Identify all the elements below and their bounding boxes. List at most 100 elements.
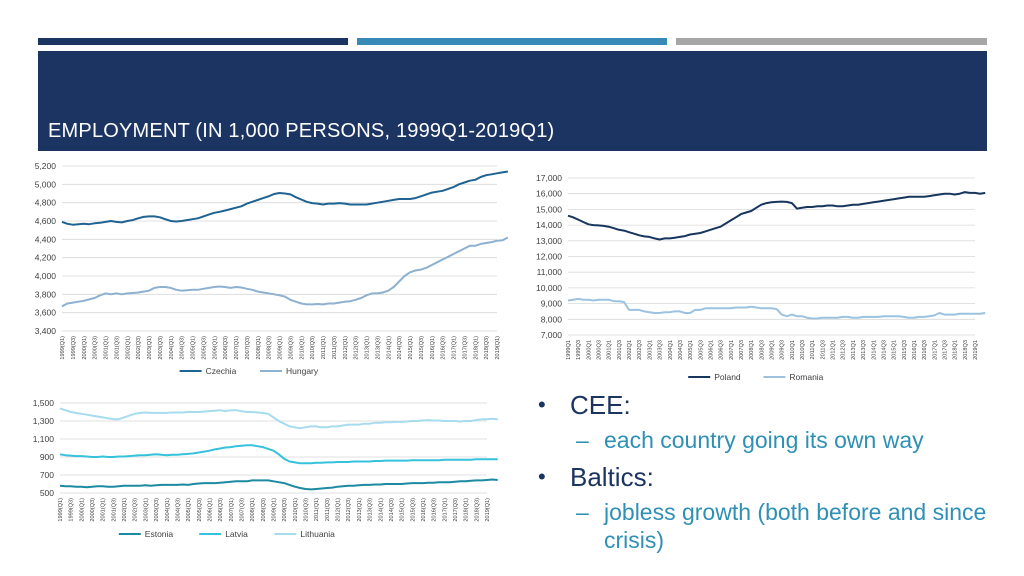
- x-tick-label: 2017(Q3): [453, 498, 459, 522]
- y-tick-label: 1,300: [33, 416, 55, 426]
- x-tick-label: 2008(Q1): [250, 498, 256, 522]
- x-tick-label: 2006(Q1): [212, 336, 218, 360]
- y-tick-label: 1,500: [33, 398, 55, 408]
- sub-bullet-baltics: jobless growth (both before and since cr…: [538, 498, 1008, 554]
- x-tick-label: 1999(Q1): [60, 336, 66, 360]
- x-tick-label: 2005Q3: [698, 340, 704, 360]
- x-tick-label: 2003(Q1): [147, 336, 153, 360]
- x-tick-label: 2014(Q3): [397, 336, 403, 360]
- x-tick-label: 2017Q3: [942, 340, 948, 360]
- x-tick-label: 2016Q1: [912, 340, 918, 360]
- x-tick-label: 2014(Q3): [389, 498, 395, 522]
- x-tick-label: 2014Q3: [881, 340, 887, 360]
- x-tick-label: 2004(Q1): [169, 336, 175, 360]
- x-tick-label: 2007(Q3): [245, 336, 251, 360]
- x-tick-label: 2007Q3: [739, 340, 745, 360]
- legend-label: Poland: [714, 372, 741, 382]
- y-tick-label: 4,000: [35, 271, 57, 281]
- y-tick-label: 4,800: [35, 198, 57, 208]
- x-tick-label: 2016Q3: [922, 340, 928, 360]
- x-tick-label: 1999(Q3): [71, 336, 77, 360]
- x-tick-label: 2018Q3: [963, 340, 969, 360]
- x-tick-label: 2011(Q1): [314, 498, 320, 521]
- legend-label: Latvia: [225, 529, 248, 539]
- x-tick-label: 2009Q1: [770, 340, 776, 360]
- x-tick-label: 2013Q3: [861, 340, 867, 360]
- y-tick-label: 4,600: [35, 216, 57, 226]
- legend-item-estonia: Estonia: [118, 529, 173, 539]
- x-tick-label: 2000Q1: [586, 340, 592, 360]
- x-tick-label: 2002(Q3): [136, 336, 142, 360]
- x-tick-label: 2012Q1: [831, 340, 837, 360]
- y-tick-label: 11,000: [537, 267, 563, 277]
- x-tick-label: 2002(Q1): [122, 498, 128, 522]
- y-tick-label: 13,000: [536, 236, 562, 246]
- x-tick-label: 2014(Q1): [386, 336, 392, 360]
- x-tick-label: 2010Q3: [800, 340, 806, 360]
- x-tick-label: 2013(Q3): [368, 498, 374, 522]
- accent-bar-dark: [38, 38, 348, 45]
- series-line-romania: [567, 297, 986, 320]
- y-tick-label: 4,200: [35, 253, 57, 263]
- legend-label: Romania: [789, 372, 823, 382]
- x-tick-label: 2013(Q1): [365, 336, 371, 360]
- series-line-estonia: [59, 478, 498, 491]
- x-tick-label: 2015(Q1): [400, 498, 406, 522]
- x-tick-label: 2009(Q1): [278, 336, 284, 360]
- x-tick-label: 2001(Q1): [101, 498, 107, 522]
- x-tick-label: 2005(Q1): [186, 498, 192, 522]
- y-tick-label: 17,000: [536, 173, 562, 183]
- legend-label: Czechia: [206, 366, 237, 376]
- y-tick-label: 10,000: [536, 283, 562, 293]
- x-tick-label: 2008Q3: [759, 340, 765, 360]
- x-tick-label: 2015(Q1): [408, 336, 414, 360]
- x-tick-label: 2007(Q1): [234, 336, 240, 360]
- x-tick-label: 2001(Q1): [104, 336, 110, 360]
- x-tick-label: 2018(Q1): [473, 336, 479, 360]
- y-tick-label: 7,000: [541, 330, 563, 340]
- title-banner: EMPLOYMENT (IN 1,000 PERSONS, 1999Q1-201…: [38, 51, 987, 151]
- y-tick-label: 900: [40, 452, 54, 462]
- legend-item-lithuania: Lithuania: [274, 529, 335, 539]
- x-tick-label: 2012(Q3): [354, 336, 360, 360]
- x-tick-label: 2003(Q3): [154, 498, 160, 522]
- x-tick-label: 2007Q1: [729, 340, 735, 360]
- x-tick-label: 2012(Q3): [346, 498, 352, 522]
- x-tick-label: 2015Q1: [892, 340, 898, 360]
- y-tick-label: 3,400: [35, 326, 57, 336]
- legend-item-czechia: Czechia: [179, 366, 237, 376]
- series-line-lithuania: [59, 407, 498, 430]
- series-line-hungary: [61, 236, 509, 308]
- x-tick-label: 2001Q1: [607, 340, 613, 360]
- x-tick-label: 1999Q1: [566, 340, 572, 360]
- x-tick-label: 2004(Q3): [175, 498, 181, 522]
- x-tick-label: 2009(Q3): [282, 498, 288, 522]
- x-tick-label: 2011(Q1): [321, 336, 327, 359]
- y-tick-label: 12,000: [536, 252, 562, 262]
- x-tick-label: 2004Q1: [668, 340, 674, 360]
- x-tick-label: 2006(Q3): [223, 336, 229, 360]
- x-tick-label: 2002(Q1): [125, 336, 131, 360]
- legend-item-latvia: Latvia: [199, 529, 248, 539]
- x-tick-label: 2001(Q3): [111, 498, 117, 522]
- x-tick-label: 2005(Q1): [191, 336, 197, 360]
- x-tick-label: 2005(Q3): [197, 498, 203, 522]
- x-tick-label: 2003(Q3): [158, 336, 164, 360]
- x-tick-label: 2017(Q1): [442, 498, 448, 522]
- x-tick-label: 2011Q3: [820, 340, 826, 360]
- x-tick-label: 2011Q1: [810, 340, 816, 360]
- x-tick-label: 2001Q3: [617, 340, 623, 360]
- x-tick-label: 2017(Q3): [462, 336, 468, 360]
- x-tick-label: 2008Q1: [749, 340, 755, 360]
- y-tick-label: 5,200: [35, 161, 57, 171]
- x-tick-label: 2016(Q3): [441, 336, 447, 360]
- x-tick-label: 2000(Q1): [82, 336, 88, 360]
- x-tick-label: 2013(Q3): [375, 336, 381, 360]
- y-tick-label: 9,000: [541, 299, 563, 309]
- x-tick-label: 2018(Q3): [474, 498, 480, 522]
- x-tick-label: 2007(Q1): [229, 498, 235, 522]
- series-line-czechia: [61, 170, 509, 226]
- x-tick-label: 2013Q1: [851, 340, 857, 360]
- x-tick-label: 2003Q3: [658, 340, 664, 360]
- legend-item-romania: Romania: [763, 372, 824, 382]
